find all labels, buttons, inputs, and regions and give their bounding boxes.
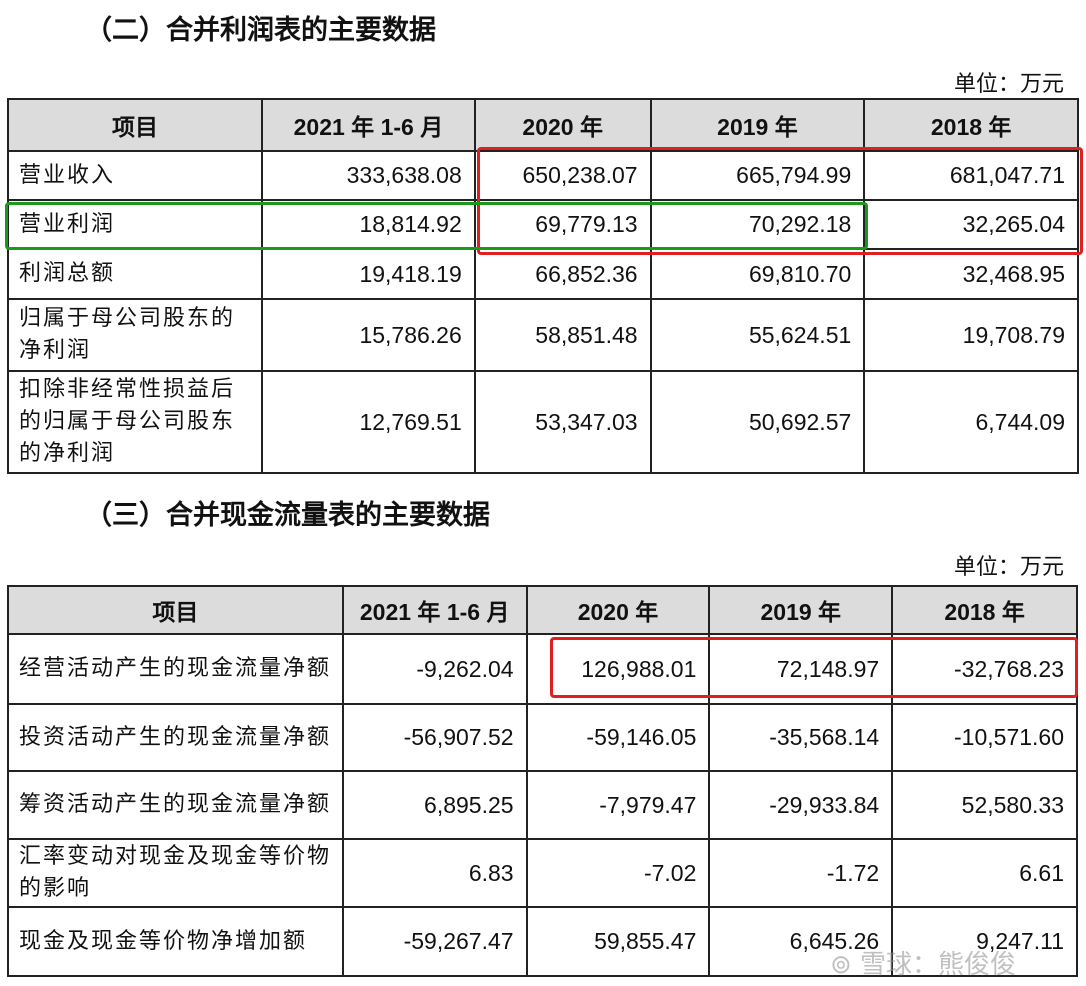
value-cell: 72,148.97 [708,633,894,705]
table-row: 现金及现金等价物净增加额 -59,267.47 59,855.47 6,645.26 9… [7,906,1078,977]
table-row: 汇率变动对现金及现金等价物的影响 6.83 -7.02 -1.72 6.61 [7,838,1078,908]
red-highlight-revenue [477,147,1083,255]
value-cell: 665,794.99 [649,150,866,201]
value-cell: 333,638.08 [261,150,476,201]
income-title: （二）合并利润表的主要数据 [85,15,436,46]
value-cell: -35,568.14 [708,703,894,772]
value-cell: 126,988.01 [525,633,711,705]
row-label: 经营活动产生的现金流量净额 [7,633,344,705]
table-row: 经营活动产生的现金流量净额 -9,262.04 126,988.01 72,148.9… [7,633,1078,705]
value-cell: -32,768.23 [891,633,1078,705]
row-label: 营业收入 [6,150,264,201]
column-header: 项目 [7,585,344,635]
value-cell: -9,262.04 [341,633,528,705]
value-cell: 58,851.48 [473,298,652,372]
value-cell: -29,933.84 [708,770,894,840]
row-label: 筹资活动产生的现金流量净额 [7,770,344,840]
table-row: 扣除非经常性损益后的归属于母公司股东的净利润 12,769.51 53,347.03… [6,370,1079,474]
value-cell: 53,347.03 [473,370,652,474]
value-cell: -7,979.47 [525,770,711,840]
watermark: ⊚ 雪球：熊俊俊 [830,950,1017,980]
value-cell: 55,624.51 [649,298,866,372]
value-cell: 69,810.70 [649,248,866,300]
value-cell: 59,855.47 [525,906,711,977]
column-header: 2020 年 [525,585,711,635]
value-cell: -10,571.60 [891,703,1078,772]
green-highlight-operating-profit [5,202,868,250]
table-row: 营业收入 333,638.08 650,238.07 665,794.99 681,04… [6,150,1079,201]
row-label: 现金及现金等价物净增加额 [7,906,344,977]
value-cell: -59,146.05 [525,703,711,772]
row-label: 投资活动产生的现金流量净额 [7,703,344,772]
value-cell: 32,468.95 [863,248,1079,300]
value-cell: 32,265.04 [863,199,1079,250]
value-cell: 19,708.79 [863,298,1079,372]
cashflow-title: （三）合并现金流量表的主要数据 [85,500,490,531]
column-header: 2019 年 [708,585,894,635]
cashflow-unit: 单位：万元 [953,555,1064,580]
value-cell: 18,814.92 [261,199,476,250]
table-row: 归属于母公司股东的净利润 15,786.26 58,851.48 55,624.51 1… [6,298,1079,372]
value-cell: 6,895.25 [341,770,528,840]
value-cell: 70,292.18 [649,199,866,250]
value-cell: -1.72 [708,838,894,908]
value-cell: 19,418.19 [261,248,476,300]
red-highlight-operating-cashflow [550,637,1078,698]
row-label: 营业利润 [6,199,264,250]
income-table: 项目 2021 年 1-6 月 2020 年 2019 年 2018 年营业收入 333,… [6,98,1079,474]
row-label: 汇率变动对现金及现金等价物的影响 [7,838,344,908]
income-unit: 单位：万元 [953,72,1064,97]
table-row: 营业利润 18,814.92 69,779.13 70,292.18 32,265.04 [6,199,1079,250]
row-label: 利润总额 [6,248,264,300]
table-row: 筹资活动产生的现金流量净额 6,895.25 -7,979.47 -29,933.84… [7,770,1078,840]
value-cell: 6,744.09 [863,370,1079,474]
value-cell: -59,267.47 [341,906,528,977]
value-cell: -7.02 [525,838,711,908]
value-cell: 15,786.26 [261,298,476,372]
value-cell: -56,907.52 [341,703,528,772]
value-cell: 52,580.33 [891,770,1078,840]
cashflow-table: 项目 2021 年 1-6 月 2020 年 2019 年 2018 年经营活动产生的现… [7,585,1078,977]
value-cell: 6.83 [341,838,528,908]
table-row: 利润总额 19,418.19 66,852.36 69,810.70 32,468.95 [6,248,1079,300]
column-header: 项目 [6,98,264,152]
column-header: 2020 年 [473,98,652,152]
row-label: 扣除非经常性损益后的归属于母公司股东的净利润 [6,370,264,474]
value-cell: 66,852.36 [473,248,652,300]
value-cell: 650,238.07 [473,150,652,201]
column-header: 2019 年 [649,98,866,152]
value-cell: 6.61 [891,838,1078,908]
value-cell: 6,645.26 [708,906,894,977]
column-header: 2021 年 1-6 月 [261,98,476,152]
value-cell: 9,247.11 [891,906,1078,977]
value-cell: 50,692.57 [649,370,866,474]
value-cell: 681,047.71 [863,150,1079,201]
value-cell: 69,779.13 [473,199,652,250]
column-header: 2018 年 [863,98,1079,152]
column-header: 2018 年 [891,585,1078,635]
column-header: 2021 年 1-6 月 [341,585,528,635]
value-cell: 12,769.51 [261,370,476,474]
table-row: 投资活动产生的现金流量净额 -56,907.52 -59,146.05 -35,568… [7,703,1078,772]
row-label: 归属于母公司股东的净利润 [6,298,264,372]
